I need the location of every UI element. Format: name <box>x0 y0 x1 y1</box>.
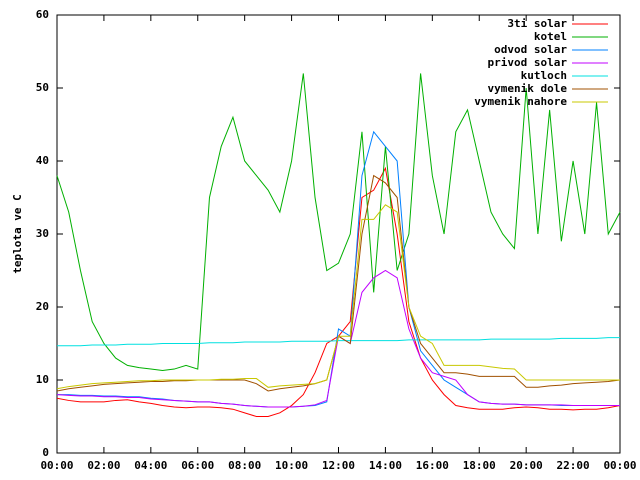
y-axis-label: teplota ve C <box>11 194 24 273</box>
legend-label: 3ti solar <box>507 17 567 30</box>
legend-label: vymenik nahore <box>474 95 567 108</box>
x-tick-label: 16:00 <box>416 459 449 472</box>
legend-label: kutloch <box>521 69 567 82</box>
y-tick-label: 60 <box>36 8 49 21</box>
legend-label: kotel <box>534 30 567 43</box>
y-tick-label: 10 <box>36 373 49 386</box>
legend-label: odvod solar <box>494 43 567 56</box>
x-tick-label: 14:00 <box>369 459 402 472</box>
y-tick-label: 50 <box>36 81 49 94</box>
y-tick-label: 20 <box>36 300 49 313</box>
legend-label: vymenik dole <box>488 82 568 95</box>
x-tick-label: 18:00 <box>463 459 496 472</box>
plot-frame <box>56 14 621 454</box>
y-tick-label: 40 <box>36 154 49 167</box>
x-tick-label: 10:00 <box>275 459 308 472</box>
y-tick-label: 0 <box>42 446 49 459</box>
x-tick-label: 00:00 <box>40 459 73 472</box>
x-tick-label: 20:00 <box>510 459 543 472</box>
x-tick-label: 08:00 <box>228 459 261 472</box>
x-tick-label: 00:00 <box>603 459 636 472</box>
series-line <box>56 73 621 372</box>
series-line <box>57 337 620 347</box>
series-line <box>56 204 620 390</box>
x-tick-label: 22:00 <box>557 459 590 472</box>
x-tick-label: 02:00 <box>87 459 120 472</box>
x-tick-label: 04:00 <box>134 459 167 472</box>
x-tick-label: 06:00 <box>181 459 214 472</box>
y-tick-label: 30 <box>36 227 49 240</box>
legend-label: privod solar <box>488 56 568 69</box>
x-tick-label: 12:00 <box>322 459 355 472</box>
